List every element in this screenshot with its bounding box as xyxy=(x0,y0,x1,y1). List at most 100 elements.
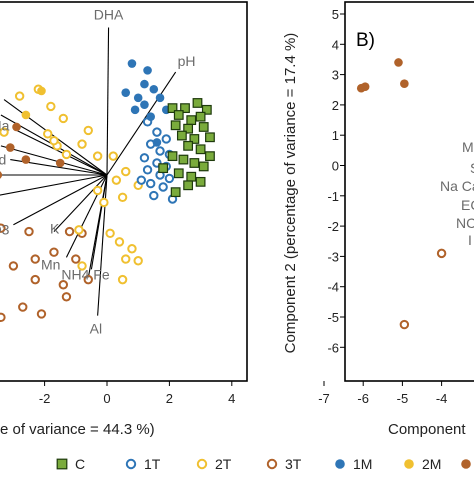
legend-marker-2t xyxy=(198,460,206,468)
panel-a-point-2t xyxy=(50,137,57,144)
panel-b-variable-label: EC xyxy=(461,197,474,213)
panel-a-point-1m xyxy=(153,138,162,147)
panel-a-point-1m xyxy=(146,112,155,121)
panel-a-point-c xyxy=(174,169,183,178)
panel-b-y-tick-label: 3 xyxy=(332,68,339,83)
panel-a-point-c xyxy=(187,116,196,125)
panel-a-point-2t xyxy=(135,257,142,264)
legend-marker-c xyxy=(57,459,67,469)
panel-a-point-1m xyxy=(140,100,149,109)
panel-a-point-3t xyxy=(50,248,57,255)
panel-a-point-3t xyxy=(32,255,39,262)
panel-b-x-tick-label: -6 xyxy=(357,391,369,406)
panel-a-point-2t xyxy=(106,230,113,237)
legend-label-1t: 1T xyxy=(144,456,161,472)
panel-a-point-2t xyxy=(122,255,129,262)
panel-a-x-tick-label: 0 xyxy=(103,391,110,406)
legend-marker-3t xyxy=(268,460,276,468)
panel-a-point-3t xyxy=(19,303,26,310)
panel-a-point-1m xyxy=(140,80,149,89)
panel-b-x-tick-label: -5 xyxy=(397,391,409,406)
panel-a-point-c xyxy=(196,145,205,154)
panel-a-point-c xyxy=(196,178,205,187)
panel-b-y-axis-title: Component 2 (percentage of variance = 17… xyxy=(282,33,299,354)
panel-b-y-tick-label: -5 xyxy=(327,310,339,325)
panel-b-y-tick-label: 0 xyxy=(332,159,339,174)
panel-a-point-1t xyxy=(144,166,151,173)
panel-a-point-c xyxy=(184,142,193,151)
legend-marker-1m xyxy=(335,459,345,469)
panel-a-point-1t xyxy=(141,154,148,161)
legend-marker-1t xyxy=(127,460,135,468)
panel-a-point-2t xyxy=(85,127,92,134)
panel-a-point-2m xyxy=(37,87,46,96)
panel-a-point-1t xyxy=(163,135,170,142)
panel-a-point-2t xyxy=(100,199,107,206)
panel-a-point-1t xyxy=(156,147,163,154)
panel-a-point-c xyxy=(178,131,187,140)
panel-b-y-tick-label: 2 xyxy=(332,98,339,113)
panel-a-point-3t xyxy=(10,262,17,269)
panel-a-point-c xyxy=(199,123,208,132)
panel-a-point-1t xyxy=(138,176,145,183)
loading-label: K xyxy=(50,221,60,237)
panel-a-point-c xyxy=(187,172,196,181)
panel-a-point-1m xyxy=(134,94,143,103)
panel-a-point-2t xyxy=(110,152,117,159)
loading-label: pH xyxy=(178,53,196,69)
panel-a-point-2t xyxy=(47,103,54,110)
panel-a-point-2t xyxy=(113,176,120,183)
loading-label: NH4 Fe xyxy=(61,266,109,282)
panel-b-y-tick-label: 1 xyxy=(332,128,339,143)
panel-a-point-c xyxy=(168,152,177,161)
panel-a-point-2t xyxy=(16,92,23,99)
panel-b-variable-label: M xyxy=(462,139,474,155)
legend-label-2m: 2M xyxy=(422,456,441,472)
panel-a-point-c xyxy=(171,121,180,130)
panel-b-y-tick-label: -6 xyxy=(327,340,339,355)
panel-a-point-1m xyxy=(156,94,165,103)
panel-a-point-2t xyxy=(60,115,67,122)
panel-a-x-axis-title: e of variance = 44.3 %) xyxy=(0,421,155,438)
legend-label-c: C xyxy=(75,456,85,472)
panel-a-point-2t xyxy=(116,238,123,245)
panel-b-point-3m xyxy=(394,58,403,67)
panel-a-point-3t xyxy=(32,276,39,283)
panel-a-point-1t xyxy=(166,175,173,182)
panel-b-point-3m xyxy=(361,82,370,91)
panel-a-point-3t xyxy=(72,255,79,262)
panel-a-point-1m xyxy=(128,59,137,68)
panel-a-x-tick-label: -2 xyxy=(39,391,51,406)
panel-b-y-tick-label: 4 xyxy=(332,37,339,52)
panel-a-point-2t xyxy=(78,140,85,147)
panel-a-x-tick-label: 4 xyxy=(228,391,235,406)
panel-a-point-c xyxy=(184,181,193,190)
panel-b-y-tick-label: -2 xyxy=(327,219,339,234)
panel-a-point-2m xyxy=(22,111,31,120)
panel-a-point-3t xyxy=(63,293,70,300)
panel-a-point-c xyxy=(199,162,208,171)
panel-b-variable-label: NC xyxy=(456,215,474,231)
panel-a-point-1m xyxy=(143,66,152,75)
loading-label: Na xyxy=(0,118,10,134)
panel-a-point-c xyxy=(190,159,199,168)
panel-a-point-2t xyxy=(128,245,135,252)
loading-label: Mn xyxy=(41,256,60,272)
panel-b-y-tick-label: -3 xyxy=(327,249,339,264)
panel-a-point-c xyxy=(159,164,168,173)
panel-b-y-tick-label: -1 xyxy=(327,189,339,204)
legend-marker-3m xyxy=(461,459,471,469)
panel-a-x-tick-label: 2 xyxy=(166,391,173,406)
legend-marker-2m xyxy=(404,459,414,469)
panel-a-point-2t xyxy=(44,130,51,137)
panel-a-point-1m xyxy=(131,106,140,115)
loading-label: O3 xyxy=(0,222,10,238)
panel-a-point-1t xyxy=(153,128,160,135)
panel-a-point-2t xyxy=(119,276,126,283)
panel-a-point-3m xyxy=(12,123,21,132)
panel-a-point-c xyxy=(174,111,183,120)
legend-label-3t: 3T xyxy=(285,456,302,472)
legend-label-1m: 1M xyxy=(353,456,372,472)
panel-a-point-c xyxy=(206,152,215,161)
